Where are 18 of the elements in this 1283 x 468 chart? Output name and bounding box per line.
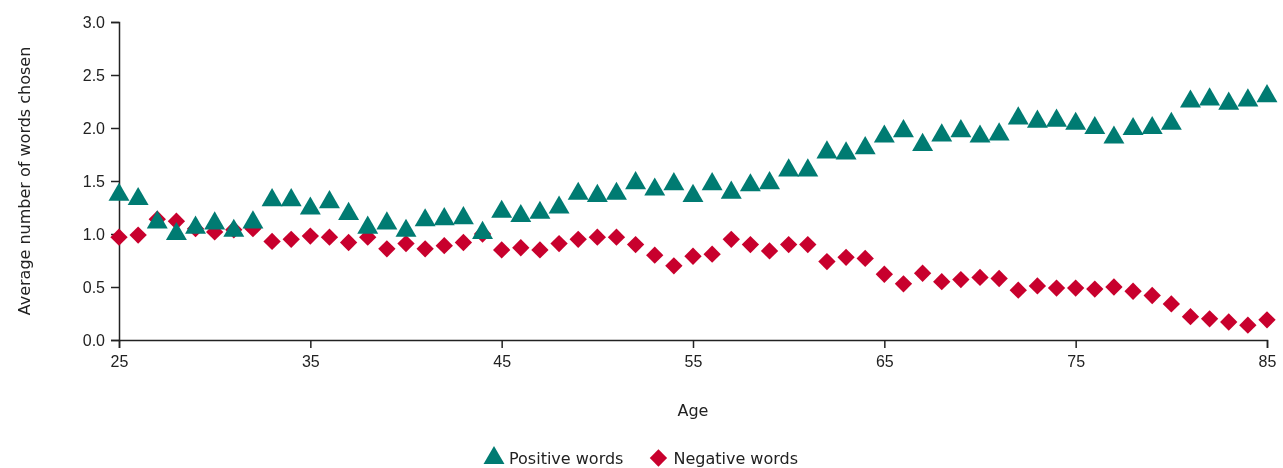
x-axis-title: Age: [677, 401, 709, 420]
legend-label: Negative words: [673, 449, 798, 468]
x-tick-label: 45: [493, 353, 512, 371]
y-tick-label: 2.5: [82, 66, 106, 84]
y-tick-label: 2.0: [82, 119, 106, 137]
y-tick-label: 3.0: [82, 13, 106, 31]
x-tick-label: 25: [110, 353, 129, 371]
x-tick-label: 55: [684, 353, 703, 371]
x-tick-label: 65: [875, 353, 894, 371]
x-tick-label: 85: [1258, 353, 1277, 371]
y-tick-label: 1.0: [82, 225, 106, 243]
legend-label: Positive words: [509, 449, 624, 468]
y-tick-label: 0.5: [82, 278, 106, 296]
y-tick-label: 1.5: [82, 172, 106, 190]
x-tick-label: 35: [301, 353, 320, 371]
y-tick-label: 0.0: [82, 331, 106, 349]
y-axis-title: Average number of words chosen: [15, 46, 34, 316]
x-tick-label: 75: [1067, 353, 1086, 371]
